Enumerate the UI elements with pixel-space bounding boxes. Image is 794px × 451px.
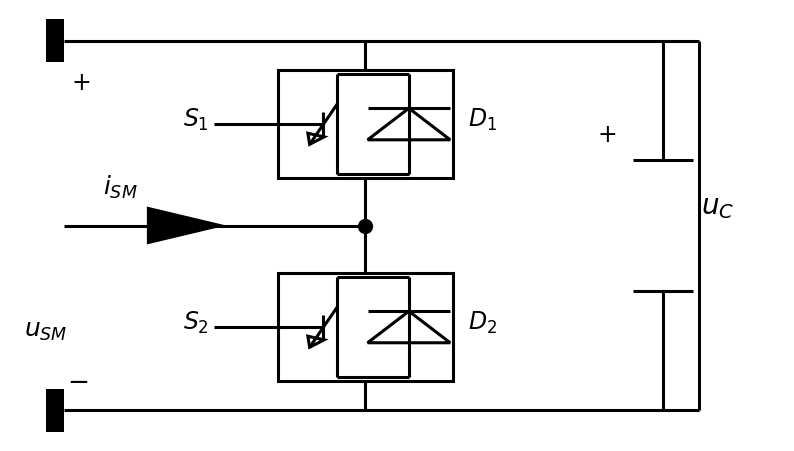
Text: $S_2$: $S_2$ (183, 309, 209, 336)
Text: $-$: $-$ (67, 368, 89, 394)
Bar (278, 273, 453, 381)
Bar (46, 389, 64, 432)
Text: $S_1$: $S_1$ (183, 106, 209, 133)
Bar (278, 70, 453, 178)
Text: $u_C$: $u_C$ (700, 194, 734, 221)
Polygon shape (147, 207, 226, 244)
Text: $u_{SM}$: $u_{SM}$ (24, 319, 67, 344)
Text: $+$: $+$ (71, 71, 91, 96)
Text: $i_{SM}$: $i_{SM}$ (103, 174, 138, 201)
Text: $+$: $+$ (597, 123, 617, 147)
Text: $D_2$: $D_2$ (468, 309, 498, 336)
Text: $D_1$: $D_1$ (468, 106, 498, 133)
Bar (46, 19, 64, 62)
